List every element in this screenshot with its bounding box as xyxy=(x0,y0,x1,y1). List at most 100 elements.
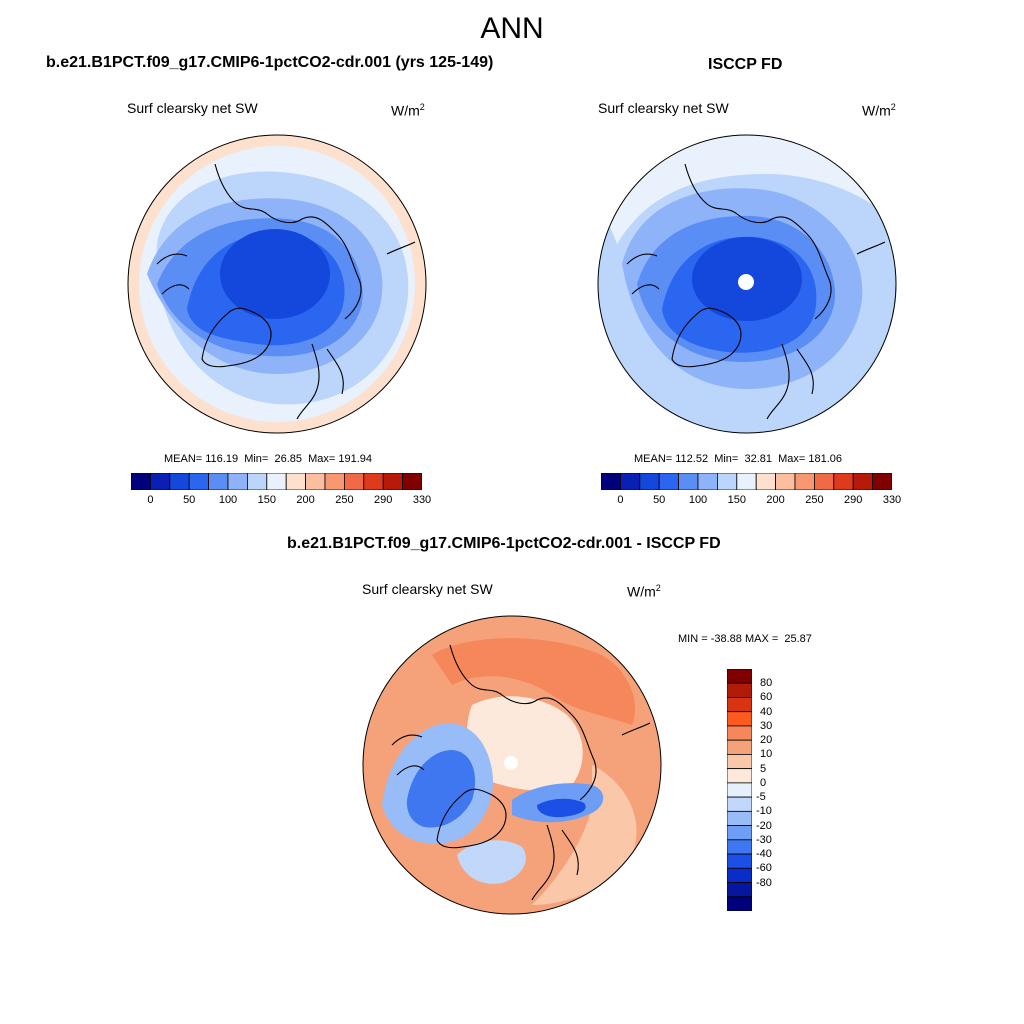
model-colorbar-swatch xyxy=(382,473,403,490)
obs-colorbar-swatch xyxy=(658,473,680,490)
obs-colorbar-swatch xyxy=(775,473,796,490)
obs-colorbar-swatch xyxy=(717,473,738,490)
obs-units: W/m2 xyxy=(862,102,896,119)
obs-colorbar-tick-label: 200 xyxy=(766,494,785,506)
diff-field-20 xyxy=(432,638,636,725)
diff-colorbar-label: -60 xyxy=(756,862,772,875)
diff-colorbar-label: -30 xyxy=(756,833,772,846)
model-units: W/m2 xyxy=(391,102,425,119)
model-colorbar-tick-label: 330 xyxy=(412,494,432,506)
diff-colorbar-label: 10 xyxy=(760,748,773,761)
diff-colorbar-swatch xyxy=(727,796,752,812)
diff-field-5-east xyxy=(532,765,637,905)
obs-stats: MEAN= 112.52 Min= 32.81 Max= 181.06 xyxy=(634,453,843,465)
model-colorbar-swatch xyxy=(247,473,268,490)
model-colorbar-swatches xyxy=(131,473,422,490)
model-colorbar-ticks: 0 50 100 150 200 250 290 330 xyxy=(131,494,431,508)
diff-panel-title: b.e21.B1PCT.f09_g17.CMIP6-1pctCO2-cdr.00… xyxy=(287,535,721,552)
model-colorbar-tick-label: 250 xyxy=(335,494,354,506)
model-colorbar-swatch xyxy=(363,473,384,490)
diff-colorbar-label: 80 xyxy=(760,677,773,690)
obs-pole-missing xyxy=(738,274,754,290)
diff-colorbar-label: 5 xyxy=(760,762,767,775)
model-colorbar-tick-label: 200 xyxy=(296,494,315,506)
obs-colorbar-swatch xyxy=(736,473,757,490)
model-colorbar-tick-label: 150 xyxy=(257,494,276,506)
diff-polar-map xyxy=(362,615,662,915)
model-map-border xyxy=(127,134,427,434)
obs-colorbar: 0 50 100 150 200 250 290 330 xyxy=(601,473,901,508)
obs-colorbar-swatch xyxy=(833,473,854,490)
obs-colorbar-tick-label: 150 xyxy=(727,494,746,506)
diff-map-border xyxy=(362,615,662,915)
obs-colorbar-tick-label: 330 xyxy=(882,494,902,506)
obs-polar-map xyxy=(597,134,897,434)
diff-colorbar-swatch xyxy=(727,867,752,883)
diff-colorbar-label: 40 xyxy=(760,705,773,718)
diff-colorbar-swatch xyxy=(727,697,752,713)
obs-colorbar-swatch xyxy=(619,473,641,490)
diff-colorbar-swatch xyxy=(727,853,752,869)
diff-pole-missing xyxy=(504,756,518,770)
diff-colorbar-label: 20 xyxy=(760,734,773,747)
model-colorbar-swatch xyxy=(343,473,365,490)
obs-map-border xyxy=(597,134,897,434)
diff-field-neg40 xyxy=(537,798,586,818)
obs-coastlines xyxy=(626,163,886,420)
model-colorbar-swatch xyxy=(131,473,151,490)
model-colorbar-swatch xyxy=(188,473,210,490)
obs-field-150 xyxy=(598,135,896,244)
diff-colorbar-label: 0 xyxy=(760,776,767,789)
model-colorbar-swatch xyxy=(227,473,248,490)
model-colorbar-swatch xyxy=(149,473,171,490)
diff-colorbar-label: -20 xyxy=(756,819,772,832)
obs-colorbar-swatch xyxy=(813,473,835,490)
model-coastlines xyxy=(156,163,416,420)
diff-colorbar-swatch xyxy=(727,768,752,784)
obs-colorbar-swatch xyxy=(601,473,621,490)
model-stats: MEAN= 116.19 Min= 26.85 Max= 191.94 xyxy=(164,453,373,465)
diff-colorbar: 80 60 40 30 20 10 5 0 -5 -10 -20 -30 -40 -60 -80 xyxy=(727,669,772,911)
model-colorbar-swatch xyxy=(324,473,345,490)
model-field-25 xyxy=(220,229,330,319)
diff-colorbar-swatch xyxy=(727,825,752,841)
diff-colorbar-swatch xyxy=(727,711,752,727)
diff-colorbar-swatch xyxy=(727,782,752,798)
diff-field-neg5 xyxy=(457,840,526,884)
model-colorbar-swatch xyxy=(169,473,190,490)
diff-colorbar-label: 60 xyxy=(760,691,773,704)
model-colorbar-tick-label: 100 xyxy=(218,494,238,506)
diff-colorbar-label: -5 xyxy=(756,791,766,804)
obs-variable-label: Surf clearsky net SW xyxy=(598,100,729,116)
obs-panel-title: ISCCP FD xyxy=(708,56,783,73)
diff-colorbar-label: 30 xyxy=(760,719,773,732)
diff-colorbar-swatches xyxy=(727,669,752,911)
obs-colorbar-tick-label: 0 xyxy=(617,494,624,506)
obs-colorbar-swatch xyxy=(755,473,776,490)
model-panel-title: b.e21.B1PCT.f09_g17.CMIP6-1pctCO2-cdr.00… xyxy=(46,54,494,71)
diff-field-0-central xyxy=(467,696,583,791)
diff-colorbar-swatch xyxy=(727,669,752,684)
obs-colorbar-swatch xyxy=(639,473,660,490)
obs-colorbar-tick-label: 100 xyxy=(688,494,708,506)
model-colorbar-swatch xyxy=(266,473,287,490)
model-colorbar-swatch xyxy=(285,473,306,490)
model-colorbar-tick-label: 50 xyxy=(183,494,196,506)
diff-colorbar-label: -10 xyxy=(756,805,772,818)
diff-colorbar-swatch xyxy=(727,739,752,755)
diff-colorbar-labels: 80 60 40 30 20 10 5 0 -5 -10 -20 -30 -40 -60 -80 xyxy=(756,669,800,911)
model-colorbar-tick-label: 0 xyxy=(147,494,154,506)
obs-colorbar-swatch xyxy=(678,473,699,490)
diff-coastlines xyxy=(391,644,651,901)
diff-variable-label: Surf clearsky net SW xyxy=(362,581,493,597)
obs-colorbar-swatches xyxy=(601,473,892,490)
obs-colorbar-tick-label: 50 xyxy=(653,494,666,506)
obs-colorbar-swatch xyxy=(794,473,815,490)
model-colorbar-swatch xyxy=(305,473,326,490)
diff-stats: MIN = -38.88 MAX = 25.87 xyxy=(678,633,812,645)
diff-units: W/m2 xyxy=(627,583,661,600)
obs-colorbar-tick-label: 290 xyxy=(844,494,863,506)
obs-colorbar-swatch xyxy=(697,473,718,490)
diff-colorbar-swatch xyxy=(727,882,752,898)
diff-colorbar-swatch xyxy=(727,839,752,855)
